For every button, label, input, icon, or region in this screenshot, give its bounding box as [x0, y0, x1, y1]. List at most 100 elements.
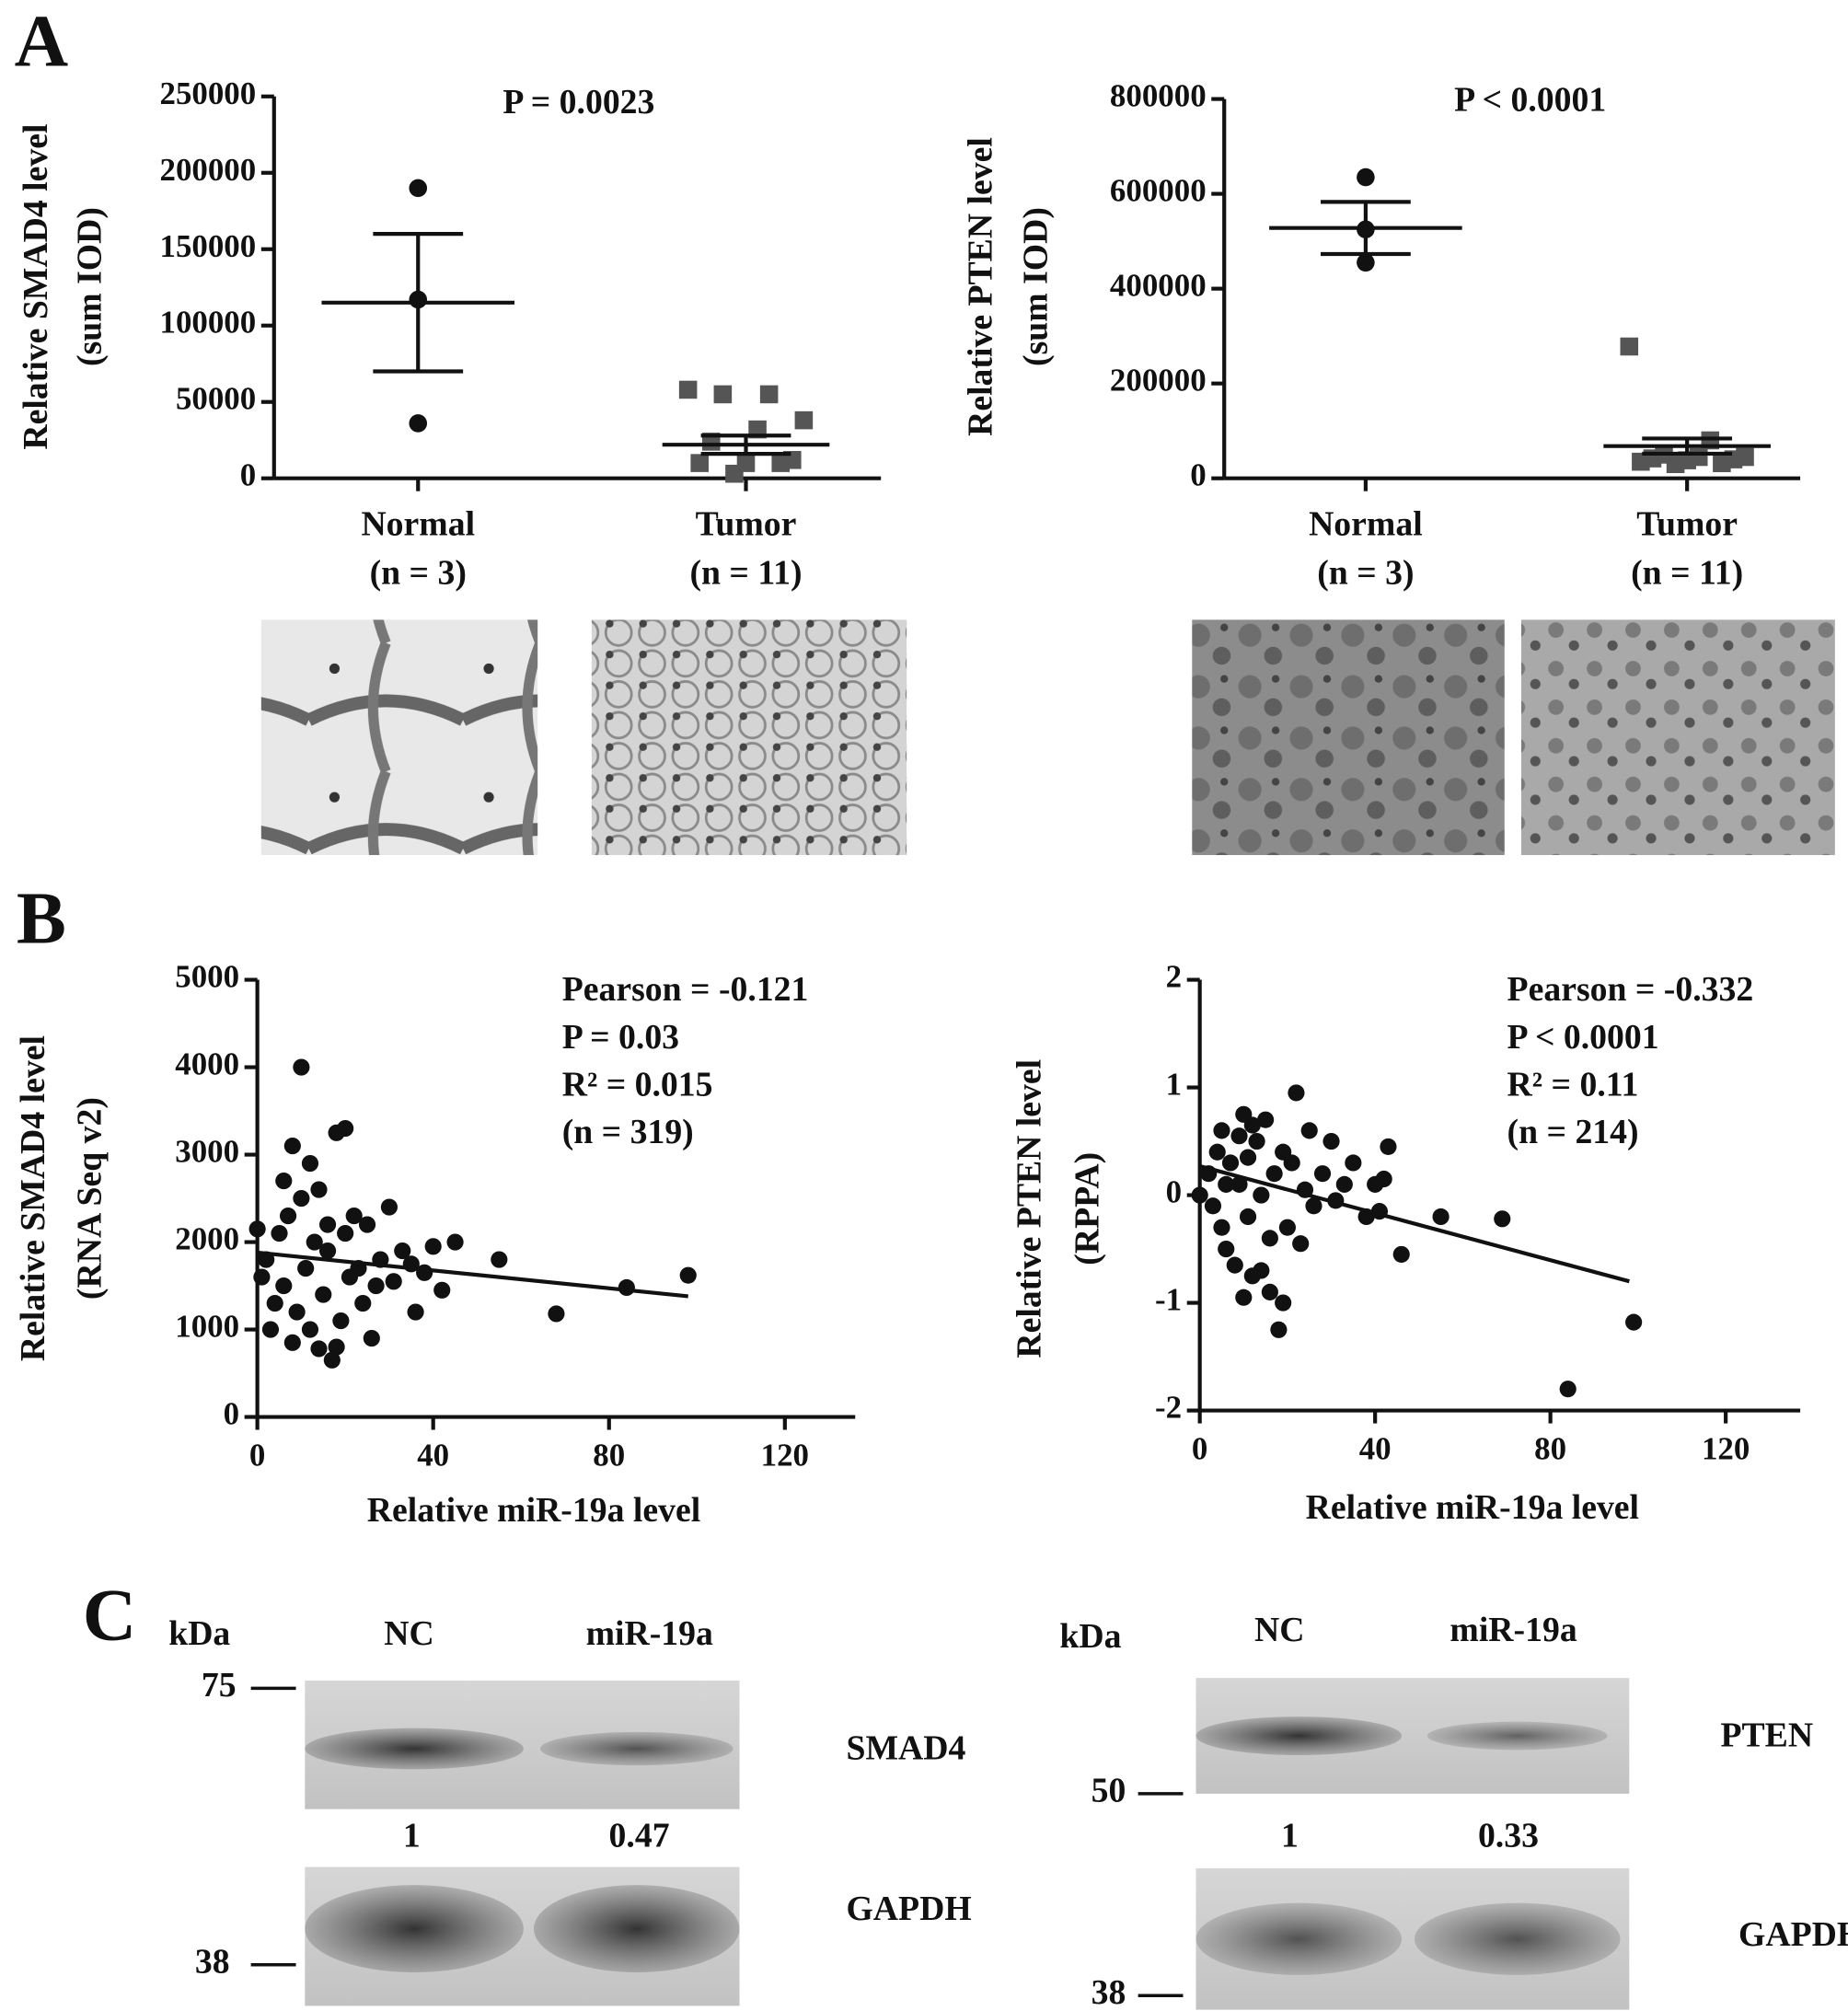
data-point — [1357, 168, 1375, 187]
data-point — [1666, 455, 1685, 474]
data-point — [1270, 1321, 1288, 1338]
data-point — [1226, 1256, 1243, 1274]
data-point — [345, 1207, 363, 1225]
data-point — [328, 1124, 345, 1141]
y-tick-label: 5000 — [175, 959, 239, 995]
y-tick-label: -2 — [1155, 1390, 1182, 1426]
y-axis-title: (sum IOD) — [70, 207, 109, 366]
blot-band — [1426, 1721, 1608, 1751]
data-point — [407, 1303, 424, 1321]
data-point — [424, 1238, 442, 1255]
y-axis-title: Relative SMAD4 level — [14, 1035, 52, 1361]
x-tick-sublabel: (n = 11) — [689, 554, 802, 593]
data-point — [315, 1286, 332, 1303]
x-tick-label: Tumor — [1636, 504, 1738, 543]
blot-band — [305, 1728, 524, 1770]
data-point — [1218, 1240, 1235, 1258]
histology-image — [260, 619, 538, 856]
data-point — [1275, 1143, 1292, 1161]
data-point — [337, 1224, 354, 1242]
data-point — [446, 1233, 464, 1251]
data-point — [1221, 1154, 1240, 1172]
data-point — [1243, 1267, 1261, 1285]
lane-label: miR-19a — [586, 1614, 713, 1653]
data-point — [1713, 454, 1731, 472]
y-tick-label: 4000 — [175, 1046, 239, 1082]
data-point — [1213, 1122, 1230, 1139]
protein-label: GAPDH — [846, 1890, 971, 1928]
data-point — [275, 1172, 293, 1190]
data-point — [266, 1294, 283, 1312]
y-tick-label: 150000 — [160, 228, 257, 264]
data-point — [794, 410, 814, 430]
data-point — [318, 1216, 337, 1233]
protein-label: SMAD4 — [846, 1728, 965, 1767]
data-point — [1230, 1127, 1248, 1145]
x-tick-label: Tumor — [696, 504, 797, 543]
data-point — [690, 454, 709, 472]
data-point — [328, 1338, 345, 1356]
protein-label: PTEN — [1720, 1716, 1813, 1754]
data-point — [725, 464, 744, 483]
data-point — [678, 380, 698, 399]
data-point — [385, 1273, 402, 1290]
x-tick-label: 40 — [1359, 1430, 1392, 1466]
data-point — [306, 1233, 323, 1251]
y-axis-title: (RPPA) — [1068, 1152, 1107, 1266]
statistic: (n = 319) — [562, 1113, 694, 1151]
y-tick-label: 0 — [240, 457, 256, 493]
data-point — [1257, 1111, 1275, 1128]
data-point — [1432, 1208, 1450, 1226]
data-point — [310, 1181, 328, 1198]
data-point — [1261, 1283, 1278, 1300]
y-tick-label: 0 — [1190, 457, 1206, 493]
marker-label: 38 — [1091, 1973, 1126, 2011]
data-point — [367, 1277, 385, 1295]
data-point — [1620, 337, 1639, 356]
y-tick-label: 400000 — [1110, 268, 1207, 304]
blot-band — [1195, 1716, 1403, 1755]
band-ratio: 1 — [1281, 1816, 1299, 1855]
data-point — [1300, 1122, 1318, 1139]
blot-band — [1195, 1902, 1403, 1975]
x-tick-label: Normal — [361, 504, 475, 543]
unit-label: kDa — [168, 1614, 230, 1653]
data-point — [297, 1259, 315, 1277]
data-point — [1632, 452, 1650, 471]
data-point — [1239, 1149, 1257, 1166]
data-point — [288, 1303, 306, 1321]
data-point — [548, 1305, 565, 1323]
data-point — [1275, 1294, 1292, 1312]
data-point — [318, 1242, 337, 1260]
data-point — [1235, 1289, 1253, 1306]
data-point — [1305, 1197, 1322, 1215]
x-axis-title: Relative miR-19a level — [367, 1491, 700, 1530]
statistic: (n = 214) — [1507, 1113, 1639, 1151]
x-tick-label: 80 — [1534, 1430, 1566, 1466]
y-tick-label: 1 — [1166, 1067, 1182, 1103]
y-tick-label: 1000 — [175, 1309, 239, 1345]
data-point — [771, 454, 791, 472]
band-ratio: 0.33 — [1478, 1816, 1539, 1855]
x-tick-label: 120 — [761, 1437, 809, 1473]
x-tick-label: Normal — [1309, 504, 1423, 543]
y-tick-label: 600000 — [1110, 173, 1207, 209]
data-point — [1288, 1084, 1305, 1102]
y-tick-label: 800000 — [1110, 78, 1207, 114]
y-tick-label: 2 — [1166, 959, 1182, 995]
data-point — [1345, 1154, 1362, 1172]
panel-letter: C — [83, 1574, 137, 1657]
data-point — [301, 1321, 319, 1338]
y-tick-label: 200000 — [1110, 363, 1207, 399]
data-point — [1261, 1230, 1278, 1247]
blot-band — [305, 1885, 524, 1973]
y-tick-label: 50000 — [176, 381, 256, 417]
data-point — [416, 1264, 433, 1281]
marker-label: 50 — [1091, 1772, 1126, 1810]
data-point — [1375, 1170, 1392, 1188]
data-point — [409, 179, 428, 198]
y-axis-title: Relative SMAD4 level — [17, 124, 55, 450]
data-point — [409, 414, 428, 433]
data-point — [380, 1198, 398, 1216]
